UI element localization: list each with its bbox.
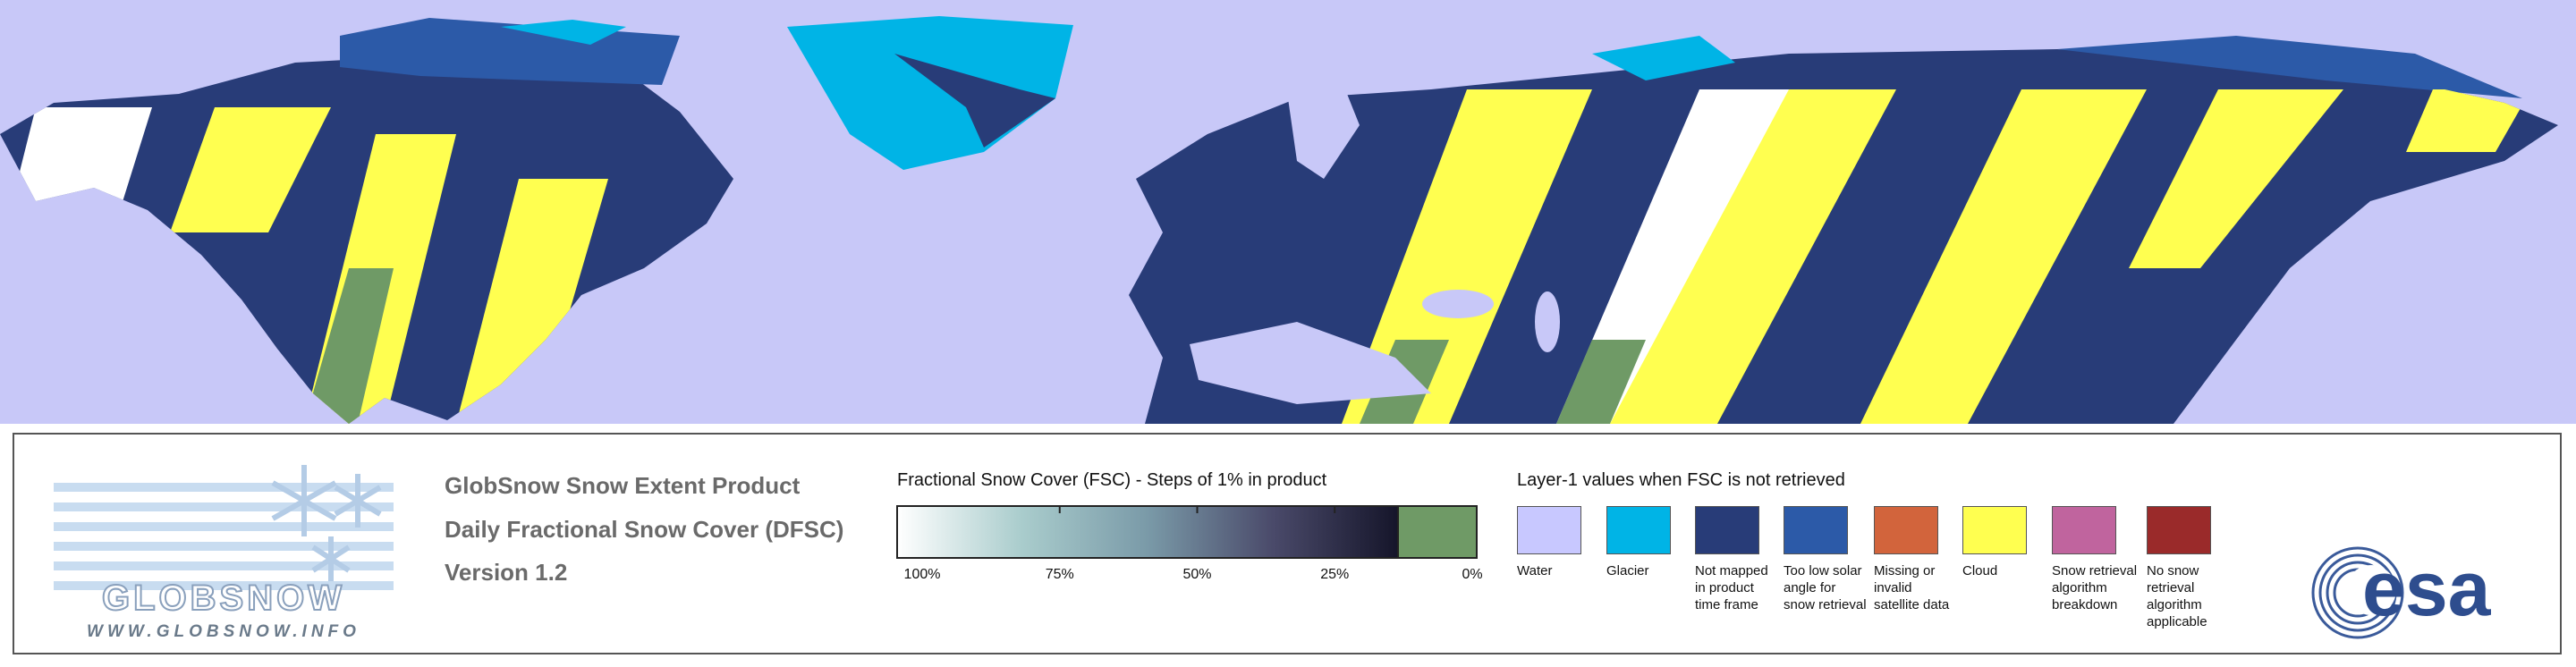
legend-swatch <box>1962 506 2027 554</box>
black-sea <box>1422 290 1494 318</box>
no-snow-segment <box>1397 505 1478 559</box>
legend-panel: GLOBSNOW WWW.GLOBSNOW.INFO GlobSnow Snow… <box>13 433 2562 654</box>
mediterranean <box>1190 322 1431 404</box>
legend-label: Too low solar angle for snow retrieval <box>1784 563 1867 612</box>
legend-label: No snow retrieval algorithm applicable <box>2147 563 2207 629</box>
legend-label: Water <box>1517 563 1553 578</box>
legend-label: Cloud <box>1962 563 1998 578</box>
legend-swatch <box>1517 506 1581 554</box>
legend-swatch <box>1695 506 1759 554</box>
legend-label: Snow retrieval algorithm breakdown <box>2052 563 2138 612</box>
fsc-gradient <box>896 505 1399 559</box>
product-subtitle: Daily Fractional Snow Cover (DFSC) <box>445 516 844 543</box>
legend-swatch <box>2052 506 2116 554</box>
map <box>0 0 2576 424</box>
globsnow-logo: GLOBSNOW WWW.GLOBSNOW.INFO <box>54 465 394 641</box>
tick-label: 25% <box>1320 567 1350 582</box>
layer1-title: Layer-1 values when FSC is not retrieved <box>1517 470 1845 490</box>
legend-label: Glacier <box>1606 563 1649 578</box>
colorbar <box>896 505 1478 559</box>
legend-swatch <box>1784 506 1848 554</box>
greenland <box>787 16 1073 170</box>
agency-name: esa <box>2362 546 2492 632</box>
legend-swatch <box>1874 506 1938 554</box>
logo-text: GLOBSNOW <box>102 578 345 618</box>
tick-label: 0% <box>1462 567 1483 582</box>
baltic <box>1288 80 1360 179</box>
legend-label: Missing or invalid satellite data <box>1874 563 1950 612</box>
website: WWW.GLOBSNOW.INFO <box>87 622 360 641</box>
esa-logo: esa <box>2311 546 2492 639</box>
version: Version 1.2 <box>445 559 568 586</box>
colorbar-title: Fractional Snow Cover (FSC) - Steps of 1… <box>897 470 1327 490</box>
tick-label: 75% <box>1045 567 1074 582</box>
tick-label: 50% <box>1182 567 1212 582</box>
snow-swaths <box>0 89 2531 424</box>
legend-swatch <box>1606 506 1671 554</box>
product-title: GlobSnow Snow Extent Product <box>445 472 801 499</box>
caspian-sea <box>1535 291 1560 352</box>
legend-swatch <box>2147 506 2211 554</box>
tick-label: 100% <box>903 567 941 582</box>
legend-label: Not mapped in product time frame <box>1695 563 1768 612</box>
